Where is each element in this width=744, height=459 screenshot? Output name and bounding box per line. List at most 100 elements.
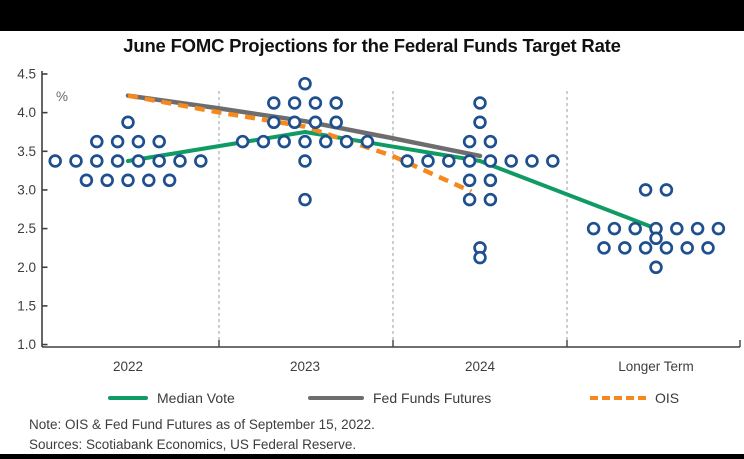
fomc-vote-dot (256, 134, 271, 149)
fomc-vote-dot (628, 221, 642, 236)
legend-item-ois: OIS (590, 388, 679, 408)
fomc-vote-dot (442, 154, 456, 168)
median-vote-line (126, 130, 658, 231)
fomc-vote-dot (473, 250, 487, 265)
fomc-vote-dot (152, 134, 166, 149)
fomc-vote-dot (421, 154, 435, 168)
fomc-vote-dot (339, 134, 354, 149)
fomc-vote-dot (360, 134, 375, 149)
y-axis-tick-label: 2.0 (17, 260, 36, 275)
fomc-vote-dot (121, 173, 135, 188)
y-axis-tick-label: 1.0 (17, 337, 36, 352)
fomc-vote-dot (194, 154, 208, 168)
legend-label-ois: OIS (655, 390, 680, 406)
fomc-vote-dot (152, 154, 166, 168)
fomc-vote-dot (329, 115, 343, 130)
fomc-vote-dot (586, 221, 601, 236)
y-axis-unit-label: % (56, 89, 68, 104)
fomc-vote-dot (110, 154, 125, 168)
fomc-vote-dot (298, 192, 312, 207)
x-axis-category-label: 2022 (113, 359, 143, 374)
fomc-vote-dot (618, 241, 632, 255)
fomc-vote-dot (298, 76, 312, 91)
fomc-vote-dot (711, 221, 726, 236)
fed-funds-futures-line-swatch (308, 395, 364, 401)
legend-label-median-vote: Median Vote (157, 390, 235, 406)
fomc-vote-dot (100, 173, 114, 188)
fomc-vote-dot (483, 134, 498, 149)
fomc-vote-dot (473, 115, 487, 130)
fomc-vote-dot (462, 173, 477, 188)
fomc-vote-dot (462, 154, 477, 168)
ois-line-swatch (590, 396, 646, 400)
fomc-vote-dot (308, 96, 323, 110)
chart-legend: Median Vote Fed Funds Futures OIS (0, 388, 744, 408)
bottom-black-bar (0, 454, 744, 459)
ois-line (127, 93, 473, 194)
fed-funds-futures-line (125, 93, 483, 159)
x-axis-category-label: Longer Term (618, 359, 694, 374)
fomc-vote-dot (638, 241, 653, 255)
fomc-vote-dot (90, 134, 104, 149)
fomc-vote-dot (235, 134, 250, 149)
fomc-vote-dot (79, 173, 94, 188)
fomc-vote-dot (121, 115, 135, 130)
median-vote-line-swatch (108, 396, 148, 400)
fomc-vote-dot (69, 154, 83, 168)
fomc-vote-dot (483, 173, 498, 188)
fomc-vote-dot (142, 173, 156, 188)
fomc-vote-dot (329, 96, 343, 110)
fomc-vote-dot (287, 115, 302, 130)
fomc-vote-dot (162, 173, 177, 188)
fomc-vote-dot (462, 134, 477, 149)
fomc-vote-dot (638, 183, 653, 197)
fomc-vote-dot (267, 96, 281, 110)
fomc-vote-dot (597, 241, 611, 255)
fomc-vote-dot (131, 154, 146, 168)
legend-item-median-vote: Median Vote (108, 388, 235, 408)
fomc-vote-dot (110, 134, 125, 149)
y-axis-tick-label: 3.5 (17, 144, 36, 159)
fomc-vote-dot (701, 241, 715, 255)
note-text: Note: OIS & Fed Fund Futures as of Septe… (29, 417, 375, 432)
y-axis-tick-label: 1.5 (17, 298, 36, 313)
fomc-vote-dot (670, 221, 684, 236)
x-axis-category-label: 2023 (290, 359, 320, 374)
fomc-vote-dot (483, 192, 498, 207)
y-axis-tick-label: 2.5 (17, 221, 36, 236)
fomc-vote-dot (173, 154, 187, 168)
legend-label-fed-funds-futures: Fed Funds Futures (373, 390, 492, 406)
fomc-vote-dot (483, 154, 498, 168)
x-axis-category-label: 2024 (465, 359, 496, 374)
fomc-vote-dot (319, 134, 333, 149)
legend-item-fed-funds-futures: Fed Funds Futures (308, 388, 491, 408)
fomc-vote-dot (690, 221, 705, 236)
fomc-vote-dot (298, 154, 312, 168)
fomc-vote-dot (546, 154, 560, 168)
fomc-vote-dot (277, 134, 291, 149)
fomc-vote-dot (462, 192, 477, 207)
fomc-vote-dot (659, 183, 674, 197)
fomc-vote-dot (131, 134, 146, 149)
fomc-vote-dot (308, 115, 323, 130)
fomc-vote-dot (48, 154, 62, 168)
fomc-vote-dot (90, 154, 104, 168)
fomc-vote-dot (504, 154, 518, 168)
top-black-banner (0, 0, 744, 31)
fomc-vote-dot (525, 154, 539, 168)
fomc-vote-dot (267, 115, 281, 130)
fomc-vote-dot (473, 96, 487, 110)
y-axis-tick-label: 4.5 (17, 67, 36, 82)
fomc-vote-dot (680, 241, 694, 255)
fomc-vote-dot (298, 134, 312, 149)
y-axis-tick-label: 3.0 (17, 182, 36, 197)
fomc-vote-dot (607, 221, 622, 236)
fomc-vote-dot (649, 231, 663, 246)
sources-text: Sources: Scotiabank Economics, US Federa… (29, 437, 357, 452)
fomc-vote-dot (659, 241, 674, 255)
chart-title: June FOMC Projections for the Federal Fu… (123, 35, 621, 56)
fomc-vote-dot (287, 96, 302, 110)
fomc-vote-dot (400, 154, 414, 168)
y-axis-tick-label: 4.0 (17, 105, 36, 120)
